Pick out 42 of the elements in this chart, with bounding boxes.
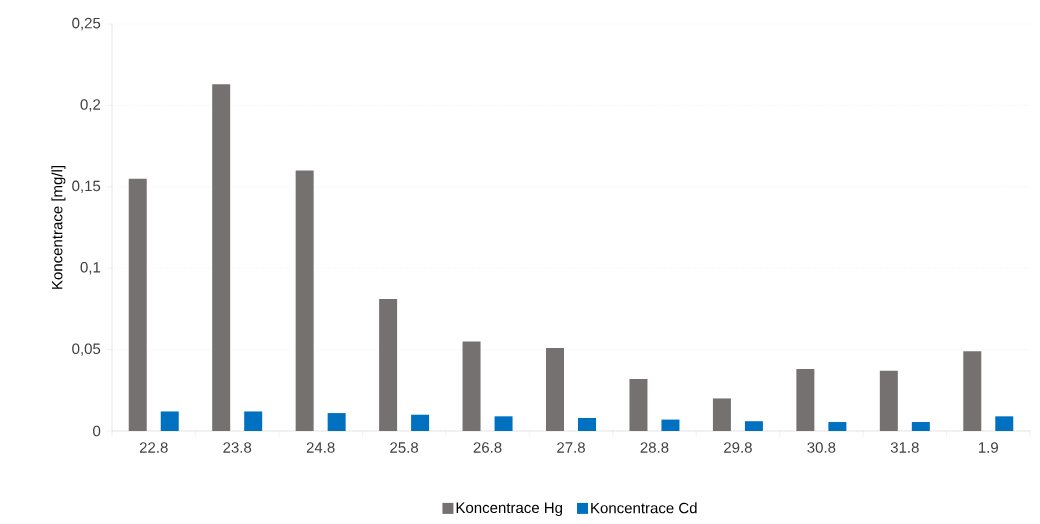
x-tick-label: 22.8 [139,442,168,453]
y-axis-title: Koncentrace [mg/l] [51,166,66,289]
bar [160,411,179,431]
y-tick-label: 0,1 [80,261,101,275]
y-tick-label: 0,15 [72,180,101,193]
x-tick-label: 1.9 [978,442,998,453]
bar [379,299,398,431]
x-tick-label: 23.8 [223,442,252,453]
x-tick-label: 27.8 [557,442,585,453]
bar [712,398,731,431]
legend-label: Koncentrace Cd [591,502,697,514]
x-tick-label: 25.8 [390,442,419,453]
bar [911,422,930,431]
x-tick-label: 31.8 [890,442,919,453]
bar [244,411,263,431]
bar [327,413,346,431]
bar [494,416,513,431]
bar [995,416,1014,431]
bar [828,422,847,431]
bar [879,370,898,431]
x-tick-label: 28.8 [640,442,669,453]
x-tick-label: 26.8 [473,442,502,453]
bar [744,421,763,431]
x-tick-label: 30.8 [807,442,836,453]
x-tick-label: 29.8 [724,442,752,453]
bar [796,369,815,431]
bar [578,417,597,431]
bar [546,347,565,431]
bar [295,170,314,431]
y-tick-label: 0,05 [72,343,101,356]
bar [411,414,430,431]
x-tick-label: 24.8 [306,442,335,453]
bar [629,378,648,431]
bar [963,351,982,431]
bar [128,178,147,431]
y-tick-label: 0,25 [72,17,101,31]
y-tick-label: 0,2 [80,99,101,112]
y-tick-label: 0 [93,425,101,437]
bar [212,84,231,431]
legend-label: Koncentrace Hg [456,502,563,517]
bar [462,341,481,431]
bar [661,419,680,431]
